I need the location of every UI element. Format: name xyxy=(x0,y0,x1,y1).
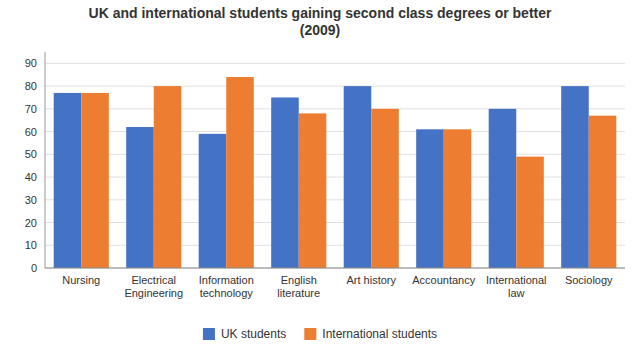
x-axis-line xyxy=(45,268,625,269)
legend-swatch xyxy=(304,328,316,340)
text-line: law xyxy=(508,287,525,299)
y-tick-label: 40 xyxy=(25,171,37,183)
bar xyxy=(126,127,154,268)
legend-swatch xyxy=(203,328,215,340)
text-line: technology xyxy=(200,287,254,299)
y-tick-label: 80 xyxy=(25,80,37,92)
x-tick-label: Accountancy xyxy=(412,274,475,286)
legend-label: International students xyxy=(322,327,437,341)
x-tick-label: Sociology xyxy=(565,274,613,286)
y-tick-label: 70 xyxy=(25,103,37,115)
bars xyxy=(54,77,617,268)
bar xyxy=(371,109,399,268)
x-tick-label: Internationallaw xyxy=(486,274,547,299)
chart-container: UK and international students gaining se… xyxy=(0,0,640,360)
series-bars xyxy=(81,77,616,268)
text-line: Information xyxy=(199,274,254,286)
y-axis-labels: 0 10 20 30 40 50 60 70 80 90 xyxy=(25,57,37,274)
text-line: Electrical xyxy=(131,274,176,286)
text-line: English xyxy=(281,274,317,286)
grid-line xyxy=(45,108,625,109)
x-axis-labels: Nursing ElectricalEngineering Informationt… xyxy=(62,274,613,299)
text-line: Sociology xyxy=(565,274,613,286)
text-line: literature xyxy=(277,287,320,299)
bar xyxy=(561,86,589,268)
grid-line xyxy=(45,86,625,87)
legend-item: International students xyxy=(304,327,437,341)
chart-svg: UK and international students gaining se… xyxy=(0,0,640,360)
x-tick-label: Nursing xyxy=(62,274,100,286)
y-tick-label: 0 xyxy=(31,262,37,274)
bar xyxy=(154,86,182,268)
bar xyxy=(489,109,517,268)
y-tick-label: 30 xyxy=(25,194,37,206)
bar xyxy=(516,157,544,268)
y-axis-line xyxy=(45,52,46,268)
y-tick-label: 60 xyxy=(25,126,37,138)
y-tick-label: 10 xyxy=(25,239,37,251)
text-line: (2009) xyxy=(300,22,340,38)
bar xyxy=(416,129,444,268)
text-line: Engineering xyxy=(124,287,183,299)
grid-line xyxy=(45,63,625,64)
grid-line xyxy=(45,268,625,269)
legend: UK students International students xyxy=(203,327,437,341)
x-tick-label: Art history xyxy=(346,274,396,286)
bar xyxy=(54,93,82,268)
y-tick-label: 20 xyxy=(25,217,37,229)
y-tick-label: 90 xyxy=(25,57,37,69)
y-tick-label: 50 xyxy=(25,148,37,160)
bar xyxy=(299,113,327,268)
bar xyxy=(271,97,299,268)
bar xyxy=(344,86,372,268)
chart-title: UK and international students gaining se… xyxy=(89,5,552,38)
bar xyxy=(199,134,227,268)
x-tick-label: ElectricalEngineering xyxy=(124,274,183,299)
background xyxy=(0,0,640,360)
x-tick-label: Informationtechnology xyxy=(199,274,254,299)
text-line: UK and international students gaining se… xyxy=(89,5,552,21)
text-line: International xyxy=(486,274,547,286)
bar xyxy=(589,116,617,268)
grid xyxy=(45,63,625,268)
x-tick-label: Englishliterature xyxy=(277,274,320,299)
series-bars xyxy=(54,86,589,268)
legend-label: UK students xyxy=(221,327,286,341)
legend-item: UK students xyxy=(203,327,286,341)
bar xyxy=(444,129,472,268)
text-line: Art history xyxy=(346,274,396,286)
text-line: Accountancy xyxy=(412,274,475,286)
bar xyxy=(226,77,254,268)
text-line: Nursing xyxy=(62,274,100,286)
bar xyxy=(81,93,109,268)
